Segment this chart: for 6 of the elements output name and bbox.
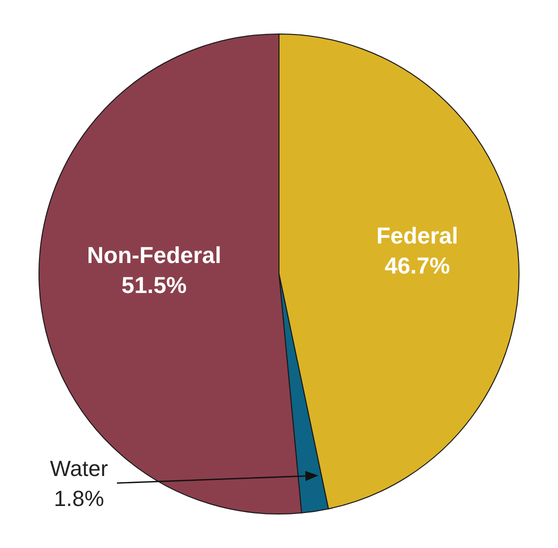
- data-label: 1.8%: [54, 486, 104, 512]
- slice-label: Non-Federal: [87, 242, 222, 268]
- slice-label: Water: [50, 456, 108, 482]
- data-label: 51.5%: [122, 272, 187, 298]
- slice-label: Federal: [376, 222, 458, 248]
- data-label: 46.7%: [384, 252, 450, 278]
